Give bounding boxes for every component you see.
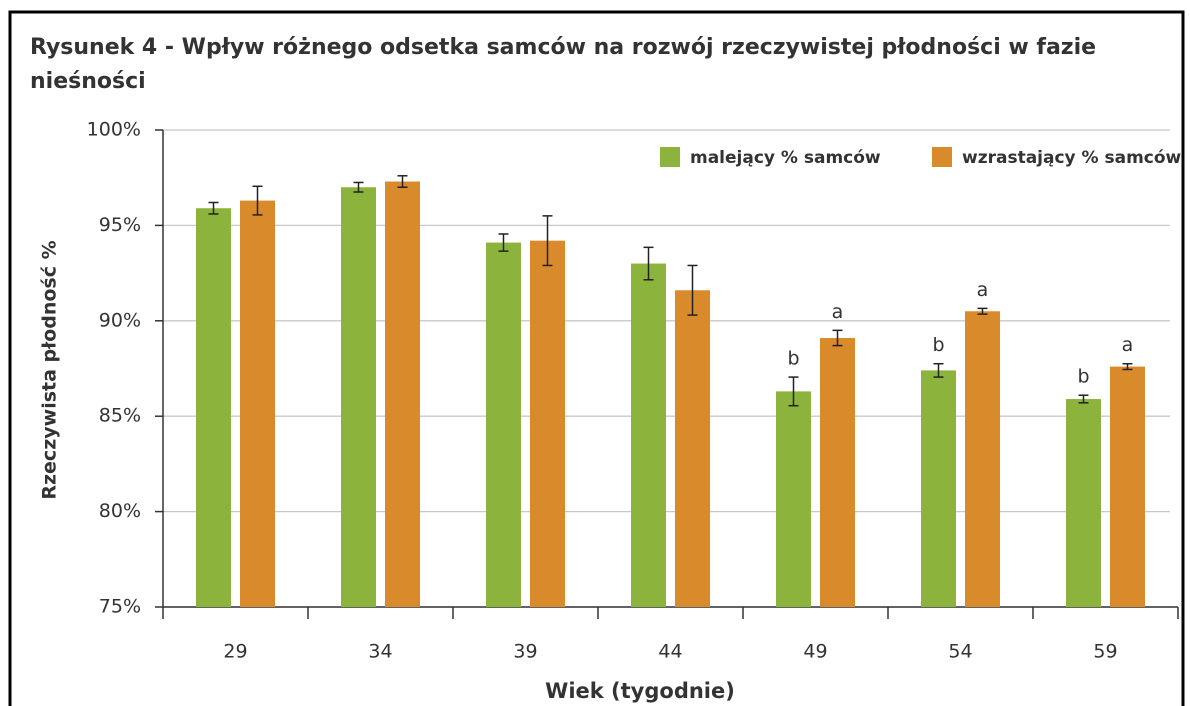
bar [385,181,420,608]
y-axis-label: Rzeczywista płodność % [39,240,61,499]
bar [530,240,565,607]
bar [196,208,231,607]
value-label: b [787,348,799,370]
value-label: a [1122,334,1134,356]
y-tick-label: 80% [99,500,141,522]
x-axis-label: Wiek (tygodnie) [545,679,735,703]
bar [631,263,666,607]
frame [8,10,1185,706]
x-tick-label: 44 [658,641,682,663]
value-label: b [932,334,944,356]
plot: Rysunek 4 - Wpływ różnego odsetka samców… [30,35,1182,703]
bar [1066,399,1101,607]
bar [240,200,275,607]
legend-label: wzrastający % samców [962,148,1182,168]
legend-label: malejący % samców [690,148,881,168]
x-tick-label: 29 [223,641,247,663]
bar [921,370,956,607]
y-tick-label: 100% [87,119,141,141]
legend-swatch [660,147,680,167]
bar [1110,366,1145,607]
x-tick-label: 39 [513,641,537,663]
bar [486,242,521,607]
bar [965,311,1000,607]
y-tick-label: 90% [99,309,141,331]
y-tick-label: 95% [99,214,141,236]
bar [776,391,811,607]
bar [675,290,710,607]
chart-title: Rysunek 4 - Wpływ różnego odsetka samców… [30,35,1096,94]
value-label: a [977,279,989,301]
value-label: b [1077,366,1089,388]
legend-swatch [932,147,952,167]
bar [341,187,376,608]
x-tick-label: 59 [1093,641,1117,663]
y-tick-label: 85% [99,405,141,427]
x-tick-label: 54 [948,641,972,663]
y-tick-label: 75% [99,596,141,618]
x-tick-label: 49 [803,641,827,663]
value-label: a [832,301,844,323]
x-tick-label: 34 [368,641,392,663]
bar [820,337,855,607]
